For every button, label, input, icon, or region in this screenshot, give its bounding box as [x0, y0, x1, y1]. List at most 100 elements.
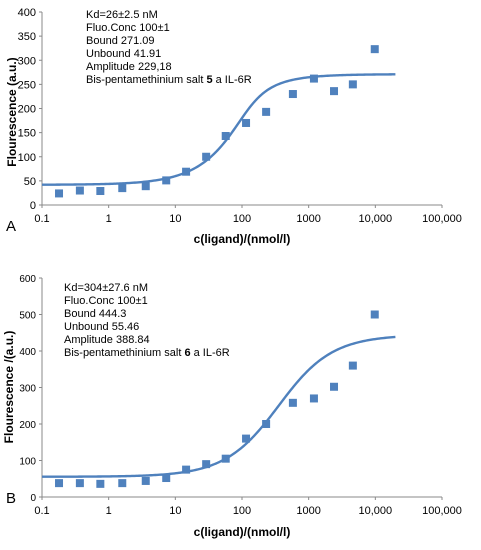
y-tick-label: 400	[18, 7, 36, 19]
compound-prefix: Bis-pentamethinium salt	[64, 347, 184, 359]
data-point	[202, 460, 211, 469]
y-tick-label: 500	[19, 311, 36, 322]
compound-suffix: a IL-6R	[213, 74, 252, 86]
fit-curve	[42, 335, 396, 478]
data-point	[221, 454, 230, 463]
data-point	[182, 167, 191, 176]
axes	[39, 11, 443, 208]
data-point	[288, 90, 297, 99]
data-point	[55, 189, 64, 198]
annotation-kd: Kd=304±27.6 nM	[64, 282, 148, 294]
data-point	[309, 74, 318, 83]
x-tick-labels: 0.1 1 10 100 1000 10,000 100,000	[34, 505, 462, 517]
annotation-fluo-conc: Fluo.Conc 100±1	[86, 22, 170, 34]
data-point	[118, 184, 127, 193]
y-tick-label: 200	[18, 104, 36, 116]
annotation-fluo-conc: Fluo.Conc 100±1	[64, 295, 148, 307]
x-tick-label: 1000	[296, 213, 320, 225]
data-point	[202, 152, 211, 161]
annotation-compound: Bis-pentamethinium salt 5 a IL-6R	[86, 74, 252, 86]
data-point	[141, 182, 150, 191]
y-tick-label: 200	[19, 420, 36, 431]
data-point	[141, 476, 150, 485]
data-point	[370, 310, 379, 319]
annotation-block: Kd=304±27.6 nM Fluo.Conc 100±1 Bound 444…	[64, 282, 230, 359]
data-point	[75, 186, 84, 195]
y-tick-label: 100	[18, 152, 36, 164]
annotation-kd: Kd=26±2.5 nM	[86, 9, 158, 21]
data-point	[370, 45, 379, 54]
x-tick-label: 100,000	[422, 505, 462, 517]
data-point	[330, 87, 339, 96]
x-tick-label: 100	[233, 505, 251, 517]
data-point	[55, 479, 64, 488]
panel-label: A	[6, 218, 16, 235]
y-tick-label: 600	[19, 274, 36, 285]
x-tick-label: 1	[106, 213, 112, 225]
chart-panel-a: A Flourescence (a.u.) c(ligand)/(nmol/l)…	[5, 7, 462, 246]
compound-number: 5	[206, 74, 212, 86]
data-point	[221, 132, 230, 141]
data-point	[118, 479, 127, 488]
data-point	[75, 479, 84, 488]
annotation-bound: Bound 444.3	[64, 308, 126, 320]
annotation-amplitude: Amplitude 388.84	[64, 334, 150, 346]
data-point	[242, 434, 251, 443]
y-tick-label: 0	[30, 200, 36, 212]
x-tick-label: 1	[106, 505, 112, 517]
y-tick-label: 150	[18, 128, 36, 140]
annotation-unbound: Unbound 41.91	[86, 48, 161, 60]
chart-panel-b: B Flourescence /(a.u.) c(ligand)/(nmol/l…	[2, 274, 462, 539]
x-tick-labels: 0.1 1 10 100 1000 10,000 100,000	[34, 213, 462, 225]
y-tick-label: 350	[18, 31, 36, 43]
y-tick-labels: 0 100 200 300 400 500 600	[19, 274, 36, 504]
fit-curve	[42, 73, 396, 186]
x-tick-label: 0.1	[34, 505, 49, 517]
data-point	[288, 398, 297, 407]
data-point	[348, 361, 357, 370]
annotation-block: Kd=26±2.5 nM Fluo.Conc 100±1 Bound 271.0…	[86, 9, 252, 86]
annotation-compound: Bis-pentamethinium salt 6 a IL-6R	[64, 347, 230, 359]
data-points	[55, 310, 379, 488]
data-point	[162, 176, 171, 185]
data-points	[55, 45, 379, 198]
y-axis-label: Flourescence /(a.u.)	[2, 331, 16, 444]
y-axis-label: Flourescence (a.u.)	[5, 57, 19, 166]
x-tick-label: 10	[169, 505, 181, 517]
x-axis-label: c(ligand)/(nmol/l)	[194, 232, 291, 246]
y-tick-label: 50	[24, 176, 36, 188]
x-tick-label: 100,000	[422, 213, 462, 225]
x-tick-label: 10,000	[359, 213, 393, 225]
annotation-unbound: Unbound 55.46	[64, 321, 139, 333]
data-point	[348, 80, 357, 89]
annotation-amplitude: Amplitude 229,18	[86, 61, 172, 73]
y-tick-label: 0	[30, 493, 36, 504]
data-point	[162, 474, 171, 483]
y-tick-label: 300	[19, 384, 36, 395]
data-point	[242, 118, 251, 127]
data-point	[262, 420, 271, 428]
x-tick-label: 1000	[296, 505, 320, 517]
compound-suffix: a IL-6R	[191, 347, 230, 359]
axes	[39, 277, 443, 500]
data-point	[96, 187, 105, 196]
data-point	[262, 107, 271, 116]
x-tick-label: 0.1	[34, 213, 49, 225]
y-tick-label: 100	[19, 457, 36, 468]
y-tick-label: 250	[18, 79, 36, 91]
data-point	[182, 465, 191, 474]
y-tick-labels: 0 50 100 150 200 250 300 350 400	[18, 7, 36, 212]
y-tick-label: 400	[19, 347, 36, 358]
data-point	[96, 479, 105, 488]
x-tick-label: 10	[169, 213, 181, 225]
data-point	[330, 382, 339, 391]
compound-number: 6	[184, 347, 190, 359]
compound-prefix: Bis-pentamethinium salt	[86, 74, 206, 86]
x-tick-label: 100	[233, 213, 251, 225]
x-tick-label: 10,000	[359, 505, 393, 517]
data-point	[309, 394, 318, 403]
y-tick-label: 300	[18, 55, 36, 67]
panel-label: B	[6, 490, 16, 507]
annotation-bound: Bound 271.09	[86, 35, 155, 47]
